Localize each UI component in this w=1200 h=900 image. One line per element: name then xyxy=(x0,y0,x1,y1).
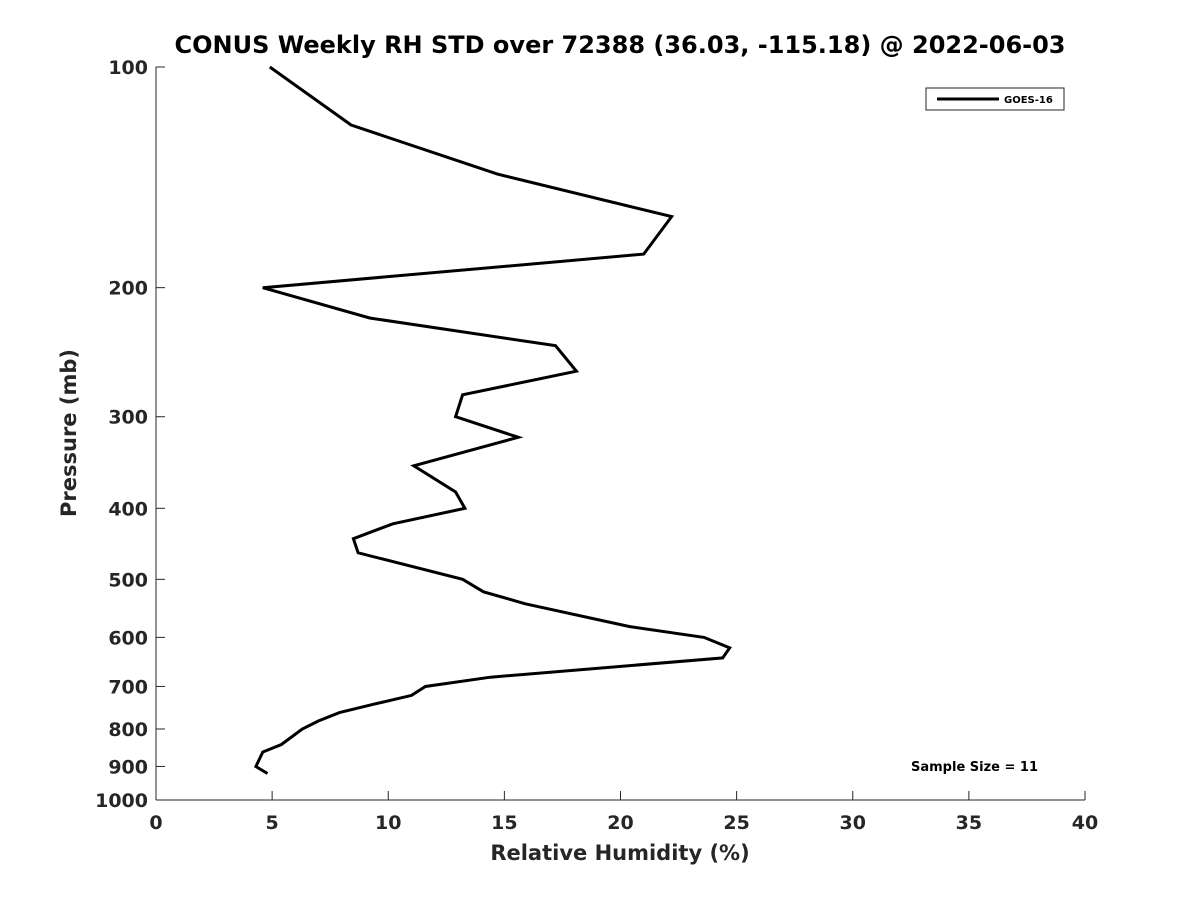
x-ticks: 0 5 10 15 20 25 30 35 40 xyxy=(149,791,1098,834)
x-tick-label: 20 xyxy=(607,812,633,834)
y-tick-label: 600 xyxy=(108,627,148,649)
y-tick-label: 700 xyxy=(108,676,148,698)
x-tick-label: 30 xyxy=(840,812,866,834)
y-tick-label: 800 xyxy=(108,719,148,741)
legend-label-goes-16: GOES-16 xyxy=(1004,95,1053,106)
x-tick-label: 10 xyxy=(375,812,401,834)
y-tick-label: 1000 xyxy=(95,790,148,812)
y-tick-label: 300 xyxy=(108,407,148,429)
y-tick-label: 500 xyxy=(108,569,148,591)
x-tick-label: 35 xyxy=(956,812,982,834)
x-tick-label: 5 xyxy=(266,812,279,834)
y-tick-label: 900 xyxy=(108,756,148,778)
x-axis-label: Relative Humidity (%) xyxy=(490,841,749,865)
y-axis-label: Pressure (mb) xyxy=(57,349,81,517)
x-tick-label: 40 xyxy=(1072,812,1098,834)
x-tick-label: 25 xyxy=(723,812,749,834)
series-layer xyxy=(253,65,732,775)
chart-title: CONUS Weekly RH STD over 72388 (36.03, -… xyxy=(174,31,1065,59)
plot-area xyxy=(156,67,1085,800)
legend: GOES-16 xyxy=(925,87,1065,111)
y-tick-label: 100 xyxy=(108,57,148,79)
x-tick-label: 15 xyxy=(491,812,517,834)
y-tick-label: 200 xyxy=(108,278,148,300)
x-tick-label: 0 xyxy=(149,812,162,834)
y-tick-label: 400 xyxy=(108,498,148,520)
sample-size-annotation: Sample Size = 11 xyxy=(911,760,1038,775)
y-ticks: 100 200 300 400 500 600 700 800 900 1000 xyxy=(95,57,165,812)
series-line-goes-16 xyxy=(253,65,732,775)
